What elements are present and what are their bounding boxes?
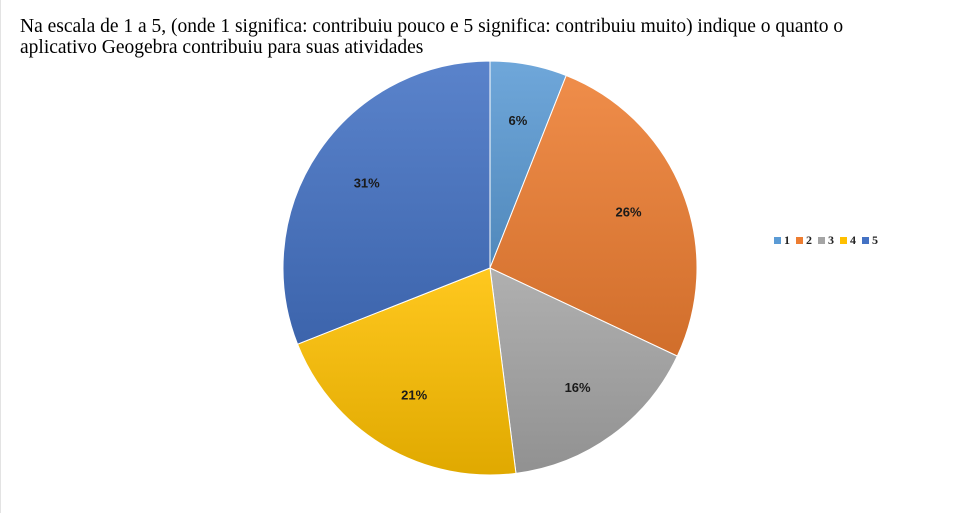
slice-label-1: 6% <box>509 113 528 128</box>
pie-slice-5 <box>282 60 491 345</box>
pie-slice-2 <box>489 74 698 357</box>
pie-slices <box>282 60 698 476</box>
pie-labels: 6% 26% 16% 21% 31% <box>354 113 642 403</box>
chart-legend: 1 2 3 4 5 <box>774 233 878 248</box>
legend-item-5: 5 <box>862 233 878 248</box>
legend-label: 4 <box>850 233 856 247</box>
pie-slice-3 <box>489 267 678 474</box>
chart-title: Na escala de 1 a 5, (onde 1 significa: c… <box>20 16 844 58</box>
legend-label: 5 <box>872 233 878 247</box>
legend-label: 1 <box>784 233 790 247</box>
legend-swatch <box>862 237 869 244</box>
pie-slice-4 <box>296 267 517 476</box>
legend-label: 2 <box>806 233 812 247</box>
legend-item-4: 4 <box>840 233 856 248</box>
legend-swatch <box>818 237 825 244</box>
legend-label: 3 <box>828 233 834 247</box>
legend-swatch <box>796 237 803 244</box>
legend-item-2: 2 <box>796 233 812 248</box>
slice-label-4: 21% <box>401 388 427 403</box>
slice-label-5: 31% <box>354 176 380 191</box>
legend-swatch <box>774 237 781 244</box>
legend-item-3: 3 <box>818 233 834 248</box>
slice-label-3: 16% <box>565 380 591 395</box>
legend-item-1: 1 <box>774 233 790 248</box>
legend-swatch <box>840 237 847 244</box>
slice-label-2: 26% <box>616 205 642 220</box>
